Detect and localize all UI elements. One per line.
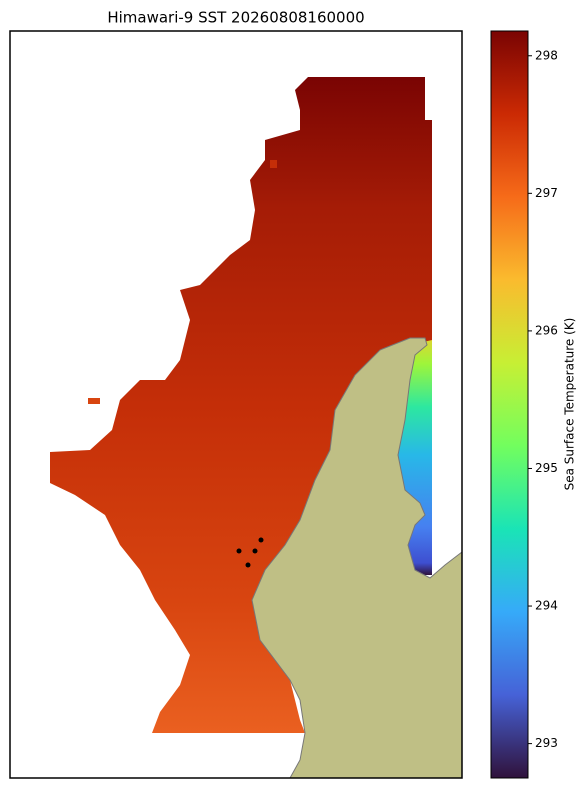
- colorbar: Sea Surface Temperature (K) 293 294 295 296…: [490, 30, 577, 779]
- ocean-pixel: [88, 398, 100, 404]
- colorbar-tick-label: 298: [535, 48, 558, 62]
- stations: [236, 537, 264, 568]
- station-dot: [236, 548, 242, 554]
- colorbar-tick-label: 297: [535, 186, 558, 200]
- station-dot: [252, 548, 258, 554]
- station-dot: [258, 537, 264, 543]
- map: [9, 30, 463, 779]
- station-dot: [245, 562, 251, 568]
- colorbar-tick-label: 296: [535, 323, 558, 337]
- map-frame: [9, 30, 463, 779]
- colorbar-label: Sea Surface Temperature (K): [563, 318, 577, 491]
- colorbar-scale: [490, 30, 529, 779]
- ocean-pixel: [270, 160, 277, 168]
- colorbar-tick-label: 294: [535, 599, 558, 613]
- ocean-sst: [50, 77, 432, 733]
- colorbar-tick-label: 293: [535, 736, 558, 750]
- colorbar-tick-label: 295: [535, 461, 558, 475]
- chart-title: Himawari-9 SST 20260808160000: [107, 9, 364, 27]
